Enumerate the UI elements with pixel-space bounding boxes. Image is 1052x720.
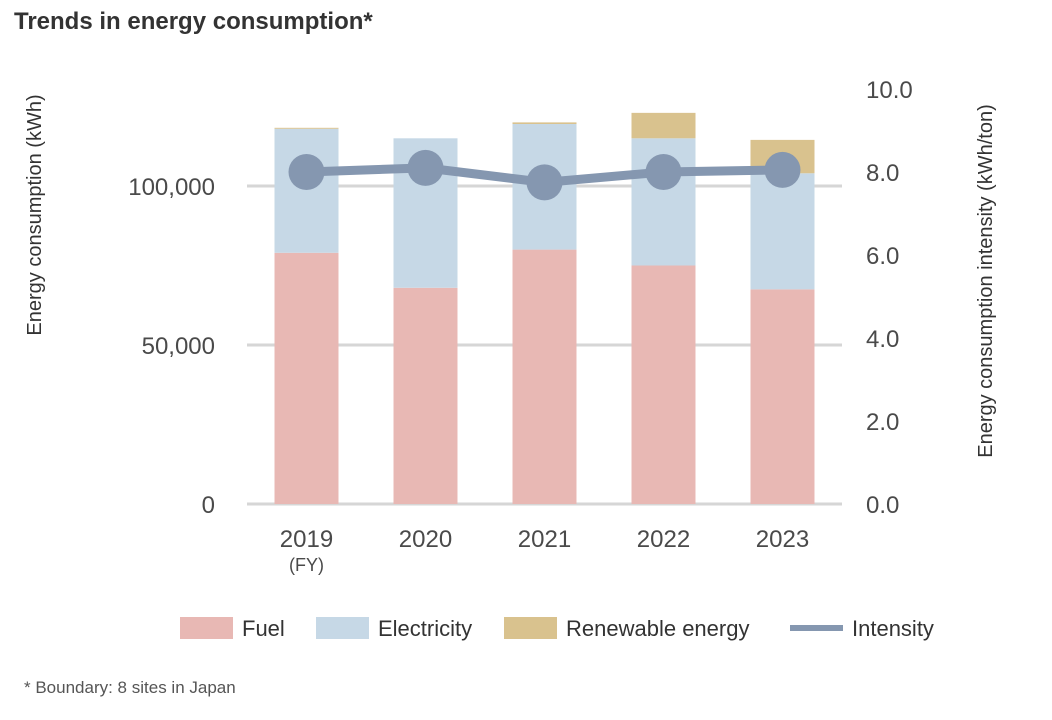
y2-tick-label: 4.0: [866, 326, 899, 353]
axes: 0 50,000 100,000 0.0 2.0 4.0 6.0 8.0 10.0 Energy …: [24, 77, 997, 575]
bar-electricity: [750, 173, 815, 290]
y-tick-label: 100,000: [128, 174, 215, 201]
intensity-point: [764, 151, 801, 188]
y2-tick-label: 0.0: [866, 492, 899, 519]
legend-label: Electricity: [378, 616, 472, 641]
legend: Fuel Electricity Renewable energy Intensity: [180, 616, 934, 641]
y2-tick-label: 2.0: [866, 409, 899, 436]
y-tick-label: 0: [202, 492, 215, 519]
legend-label: Renewable energy: [566, 616, 749, 641]
y2-axis-title: Energy consumption intensity (kWh/ton): [975, 104, 997, 458]
intensity-point: [288, 154, 325, 190]
legend-label: Fuel: [242, 616, 285, 641]
y-axis-title: Energy consumption (kWh): [24, 94, 46, 335]
bar-renewable-energy: [631, 112, 696, 139]
bar-renewable-energy: [512, 122, 577, 124]
chart: 0 50,000 100,000 0.0 2.0 4.0 6.0 8.0 10.0 Energy …: [24, 77, 997, 641]
y-tick-label: 50,000: [142, 333, 215, 360]
bar-renewable-energy: [274, 127, 339, 129]
intensity-point: [526, 164, 563, 201]
footnote: * Boundary: 8 sites in Japan: [24, 678, 236, 697]
bar-electricity: [274, 128, 339, 253]
bar-fuel: [393, 287, 458, 504]
chart-title: Trends in energy consumption*: [14, 8, 373, 35]
intensity-line: [288, 149, 801, 201]
x-tick-sublabel: (FY): [289, 555, 324, 575]
x-tick-label: 2019: [280, 526, 333, 553]
x-tick-label: 2023: [756, 526, 809, 553]
y2-tick-label: 8.0: [866, 160, 899, 187]
x-tick-label: 2022: [637, 526, 690, 553]
bar-fuel: [512, 249, 577, 504]
legend-swatch: [316, 617, 369, 639]
legend-swatch: [180, 617, 233, 639]
bars: [274, 112, 815, 504]
bar-fuel: [274, 252, 339, 504]
bar-fuel: [631, 265, 696, 504]
bar-fuel: [750, 289, 815, 504]
y2-tick-label: 6.0: [866, 243, 899, 270]
legend-swatch: [504, 617, 557, 639]
legend-label: Intensity: [852, 616, 934, 641]
y2-tick-label: 10.0: [866, 77, 913, 104]
intensity-point: [645, 154, 682, 190]
x-tick-label: 2021: [518, 526, 571, 553]
x-tick-label: 2020: [399, 526, 452, 553]
intensity-point: [407, 149, 444, 186]
